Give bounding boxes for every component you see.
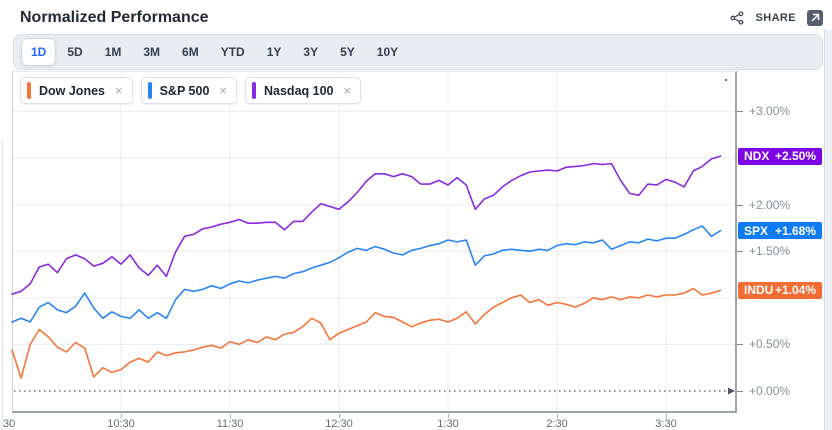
remove-series-icon[interactable]: × bbox=[115, 83, 123, 98]
badge-symbol: NDX bbox=[744, 149, 770, 164]
y-axis-label: +0.50% bbox=[749, 337, 791, 352]
badge-symbol: SPX bbox=[744, 223, 769, 238]
series-color-bar bbox=[27, 82, 31, 99]
badge-value: +1.04% bbox=[774, 283, 816, 298]
y-axis-tickmark bbox=[737, 251, 743, 253]
x-axis-tickmark bbox=[666, 414, 667, 418]
x-axis-label: 12:30 bbox=[325, 418, 353, 430]
x-axis-label: 2:30 bbox=[546, 418, 568, 430]
y-axis-tickmark bbox=[737, 391, 743, 392]
tab-range-3m[interactable]: 3M bbox=[143, 45, 161, 59]
remove-series-icon[interactable]: × bbox=[219, 83, 227, 98]
share-nodes-icon bbox=[730, 11, 744, 25]
legend-chip-dow-jones[interactable]: Dow Jones × bbox=[20, 77, 133, 104]
tab-range-1y[interactable]: 1Y bbox=[266, 45, 282, 59]
x-axis-tickmark bbox=[557, 414, 558, 418]
tab-range-5d[interactable]: 5D bbox=[67, 45, 83, 59]
y-axis-tickmark bbox=[737, 344, 743, 346]
share-button-label: SHARE bbox=[755, 12, 796, 24]
x-axis-tickmark bbox=[339, 414, 340, 418]
x-axis-tickmark bbox=[121, 414, 122, 418]
tab-range-3y[interactable]: 3Y bbox=[303, 45, 319, 59]
legend-chip-label: Nasdaq 100 bbox=[264, 83, 334, 98]
badge-value: +2.50% bbox=[774, 149, 816, 164]
remove-series-icon[interactable]: × bbox=[343, 83, 352, 98]
y-axis-label: +0.00% bbox=[749, 384, 791, 398]
chart-marker-dot bbox=[725, 79, 727, 81]
legend-chip-label: S&P 500 bbox=[159, 83, 210, 98]
plot-area[interactable] bbox=[12, 71, 737, 413]
x-axis-label: 11:30 bbox=[216, 418, 244, 430]
tab-range-10y[interactable]: 10Y bbox=[376, 45, 399, 59]
page-title: Normalized Performance bbox=[20, 9, 209, 26]
legend-chip-label: Dow Jones bbox=[39, 83, 105, 98]
badge-symbol: INDU bbox=[744, 283, 774, 298]
y-axis-label: +1.50% bbox=[749, 244, 791, 259]
open-external-button[interactable] bbox=[807, 10, 823, 26]
series-color-bar bbox=[147, 82, 152, 99]
last-value-badge-ndx: NDX +2.50% bbox=[738, 147, 822, 165]
y-axis-tickmark bbox=[737, 111, 743, 113]
share-button[interactable]: SHARE bbox=[730, 10, 823, 26]
series-legend: Dow Jones × S&P 500 × Nasdaq 100 × bbox=[20, 77, 362, 104]
series-color-bar bbox=[252, 82, 256, 99]
page-edge-strip bbox=[824, 30, 832, 430]
x-axis-tickmark bbox=[448, 414, 449, 418]
open-external-icon bbox=[811, 13, 820, 22]
left-panel-divider bbox=[2, 141, 3, 430]
badge-value: +1.68% bbox=[774, 223, 816, 238]
x-axis-label: 3:30 bbox=[655, 418, 677, 430]
tab-range-6m[interactable]: 6M bbox=[182, 45, 199, 59]
tab-range-ytd[interactable]: YTD bbox=[220, 45, 245, 59]
y-axis-label: +2.00% bbox=[749, 197, 791, 212]
x-axis-label: 1:30 bbox=[437, 418, 459, 430]
legend-chip-nasdaq-100[interactable]: Nasdaq 100 × bbox=[245, 77, 362, 104]
y-axis-label: +3.00% bbox=[749, 104, 791, 119]
x-axis-label: 10:30 bbox=[107, 418, 135, 430]
last-value-badge-indu: INDU +1.04% bbox=[738, 281, 822, 299]
tab-range-1d[interactable]: 1D bbox=[21, 38, 57, 66]
last-value-badge-spx: SPX +1.68% bbox=[738, 222, 822, 240]
tab-range-5y[interactable]: 5Y bbox=[340, 45, 355, 59]
range-tabbar: 1D 5D 1M 3M 6M YTD 1Y 3Y 5Y 10Y bbox=[13, 34, 823, 70]
legend-chip-s-p-500[interactable]: S&P 500 × bbox=[140, 77, 237, 104]
x-axis-label: 30 bbox=[3, 418, 16, 430]
x-axis-tickmark bbox=[230, 414, 231, 418]
y-axis-tickmark bbox=[737, 204, 743, 206]
tab-range-1m[interactable]: 1M bbox=[104, 45, 122, 59]
